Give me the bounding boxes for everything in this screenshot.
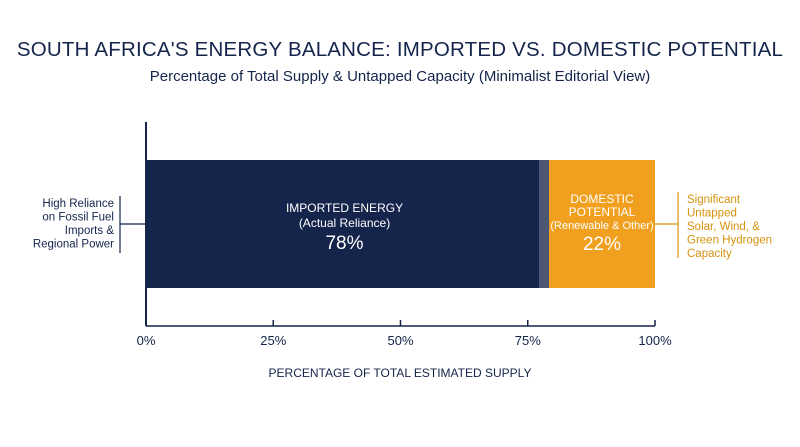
x-tick-label: 100% xyxy=(638,333,672,348)
right-annotation-line: Capacity xyxy=(687,248,732,260)
domestic-label: DOMESTIC xyxy=(570,192,634,206)
chart-subtitle: Percentage of Total Supply & Untapped Ca… xyxy=(149,68,651,85)
domestic-label-line2: POTENTIAL xyxy=(569,205,636,219)
right-annotation-line: Green Hydrogen xyxy=(687,235,772,247)
imported-sublabel: (Actual Reliance) xyxy=(299,216,390,230)
x-tick-label: 75% xyxy=(515,333,541,348)
imported-value-label: 78% xyxy=(325,233,363,254)
domestic-sublabel: (Renewable & Other) xyxy=(550,220,653,232)
left-annotation-line: High Reliance xyxy=(42,198,114,210)
left-annotation-line: Regional Power xyxy=(33,239,114,251)
left-annotation-line: on Fossil Fuel xyxy=(42,212,114,224)
bar-separator xyxy=(539,160,550,288)
domestic-value-label: 22% xyxy=(583,234,621,255)
bar-imported xyxy=(146,160,540,288)
left-annotation-line: Imports & xyxy=(65,225,115,237)
x-tick-label: 0% xyxy=(137,333,156,348)
x-tick-label: 50% xyxy=(387,333,413,348)
x-axis-title: PERCENTAGE OF TOTAL ESTIMATED SUPPLY xyxy=(268,366,532,380)
imported-label: IMPORTED ENERGY xyxy=(286,201,403,215)
right-annotation-line: Solar, Wind, & xyxy=(687,221,760,233)
chart-title: SOUTH AFRICA'S ENERGY BALANCE: IMPORTED … xyxy=(16,38,784,61)
right-annotation-line: Significant xyxy=(687,194,741,206)
bar-domestic xyxy=(549,160,655,288)
right-annotation-line: Untapped xyxy=(687,208,737,220)
x-tick-label: 25% xyxy=(260,333,286,348)
